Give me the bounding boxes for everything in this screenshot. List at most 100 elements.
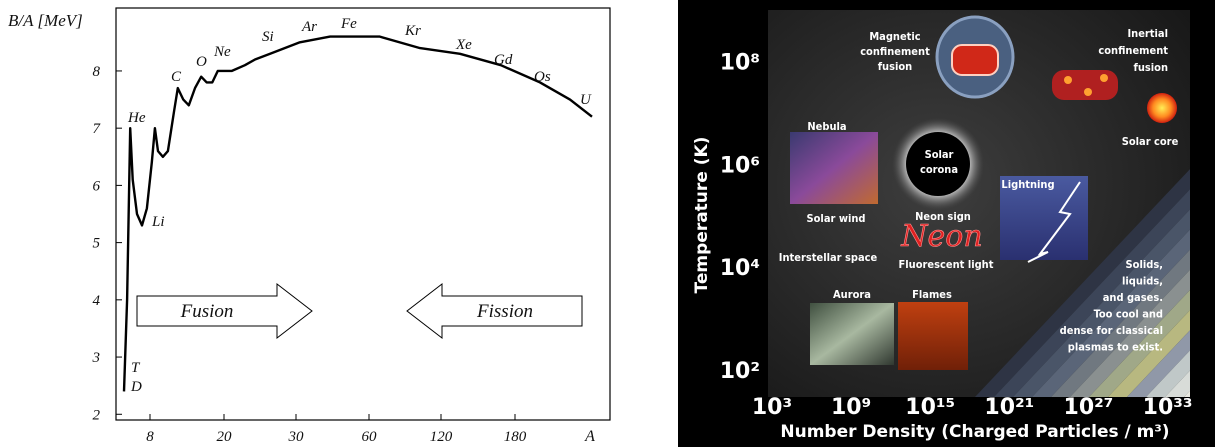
region-label: fusion bbox=[878, 60, 912, 73]
arrow-label: Fusion bbox=[180, 301, 234, 322]
x-tick-label: 20 bbox=[217, 429, 233, 445]
dot bbox=[1064, 76, 1072, 84]
element-label: Fe bbox=[340, 16, 357, 32]
fusion-arrow bbox=[136, 282, 313, 340]
inertial-image bbox=[1052, 70, 1118, 100]
region-label: Too cool and bbox=[1094, 308, 1163, 321]
x-tick-label: 10²⁷ bbox=[1064, 395, 1114, 420]
region-label: Aurora bbox=[833, 288, 871, 301]
region-label: Neon sign bbox=[915, 210, 971, 223]
region-label: Solar core bbox=[1122, 135, 1179, 148]
x-tick-label: 60 bbox=[362, 429, 378, 445]
x-axis-label: Number Density (Charged Particles / m³) bbox=[780, 422, 1169, 442]
region-label: Solids, bbox=[1126, 258, 1163, 271]
x-tick-label: 10³ bbox=[752, 395, 792, 420]
band bbox=[975, 169, 1190, 397]
element-label: Ne bbox=[213, 44, 231, 60]
dot bbox=[1084, 88, 1092, 96]
x-tick-label: 10²¹ bbox=[984, 395, 1034, 420]
region-label: Flames bbox=[912, 288, 952, 301]
y-tick-label: 6 bbox=[93, 178, 101, 194]
y-tick-label: 5 bbox=[93, 236, 101, 252]
x-tick-label: 10⁹ bbox=[831, 395, 871, 420]
region-label: Magnetic bbox=[869, 30, 920, 43]
region-label: and gases. bbox=[1103, 291, 1163, 304]
y-tick-label: 10⁸ bbox=[720, 50, 760, 75]
x-axis-label: A bbox=[584, 428, 595, 445]
corona-disk bbox=[906, 132, 970, 196]
band bbox=[1051, 249, 1190, 397]
band bbox=[1127, 330, 1190, 397]
element-label: C bbox=[171, 69, 182, 85]
band bbox=[1032, 229, 1190, 397]
band bbox=[1013, 209, 1190, 397]
x-tick-label: 10¹⁵ bbox=[905, 395, 955, 420]
matter-bands bbox=[975, 169, 1190, 397]
band bbox=[1108, 310, 1190, 397]
element-label: U bbox=[580, 92, 592, 108]
region-label: liquids, bbox=[1122, 275, 1163, 288]
plot-frame bbox=[115, 7, 611, 421]
region-label: Nebula bbox=[807, 120, 846, 133]
binding-curve bbox=[122, 35, 593, 392]
element-label: D bbox=[130, 379, 142, 395]
region-label: dense for classical bbox=[1060, 324, 1163, 337]
region-label: Solar bbox=[925, 148, 954, 161]
region-label: Lightning bbox=[1001, 178, 1054, 191]
element-label: Os bbox=[534, 69, 551, 85]
band bbox=[1089, 289, 1190, 397]
element-label: Li bbox=[151, 214, 165, 230]
x-tick-label: 30 bbox=[288, 429, 305, 445]
x-tick-label: 8 bbox=[146, 429, 154, 445]
band bbox=[1146, 350, 1190, 397]
element-label: He bbox=[127, 110, 146, 126]
y-tick-label: 10² bbox=[720, 359, 760, 384]
region-label: corona bbox=[920, 163, 958, 176]
solar-core-image bbox=[1147, 93, 1177, 123]
y-axis-label: B/A [MeV] bbox=[8, 11, 83, 30]
element-label: Kr bbox=[404, 23, 421, 39]
y-tick-label: 7 bbox=[93, 121, 102, 137]
x-tick-label: 180 bbox=[504, 429, 527, 445]
magnetic-core bbox=[951, 44, 999, 76]
y-tick-label: 10⁶ bbox=[720, 153, 760, 178]
y-tick-label: 2 bbox=[93, 407, 101, 423]
band bbox=[994, 189, 1190, 397]
region-label: Fluorescent light bbox=[899, 258, 994, 271]
band bbox=[1184, 390, 1190, 397]
plasma-diagram: Number Density (Charged Particles / m³) … bbox=[678, 0, 1215, 447]
region-label: Interstellar space bbox=[779, 251, 878, 264]
x-tick-label: 10³³ bbox=[1143, 395, 1193, 420]
dot bbox=[1100, 74, 1108, 82]
x-tick-label: 120 bbox=[430, 429, 453, 445]
neon-text: Neon bbox=[900, 219, 982, 254]
fission-arrow bbox=[406, 282, 583, 340]
lightning-image bbox=[1000, 176, 1088, 260]
element-label: Gd bbox=[494, 52, 513, 68]
element-label: Xe bbox=[455, 37, 472, 53]
nebula-image bbox=[790, 132, 878, 204]
y-axis-label: Temperature (K) bbox=[692, 137, 712, 294]
lightning-bolt bbox=[1027, 181, 1081, 263]
flames-image bbox=[898, 302, 968, 370]
region-label: confinement bbox=[1098, 44, 1168, 57]
y-tick-label: 8 bbox=[93, 64, 101, 80]
arrow-label: Fission bbox=[476, 301, 533, 322]
y-tick-label: 4 bbox=[93, 293, 101, 309]
region-label: confinement bbox=[860, 45, 930, 58]
element-label: Si bbox=[262, 29, 274, 45]
region-label: plasmas to exist. bbox=[1068, 341, 1163, 354]
region-label: fusion bbox=[1134, 61, 1168, 74]
y-tick-label: 3 bbox=[92, 350, 101, 366]
region-label: Inertial bbox=[1127, 27, 1168, 40]
band bbox=[1165, 370, 1190, 397]
band bbox=[1070, 269, 1190, 397]
aurora-image bbox=[810, 303, 894, 365]
y-tick-label: 10⁴ bbox=[720, 256, 760, 281]
element-label: Ar bbox=[301, 19, 317, 35]
element-label: O bbox=[196, 54, 207, 70]
region-label: Solar wind bbox=[807, 212, 866, 225]
element-label: T bbox=[131, 360, 141, 376]
